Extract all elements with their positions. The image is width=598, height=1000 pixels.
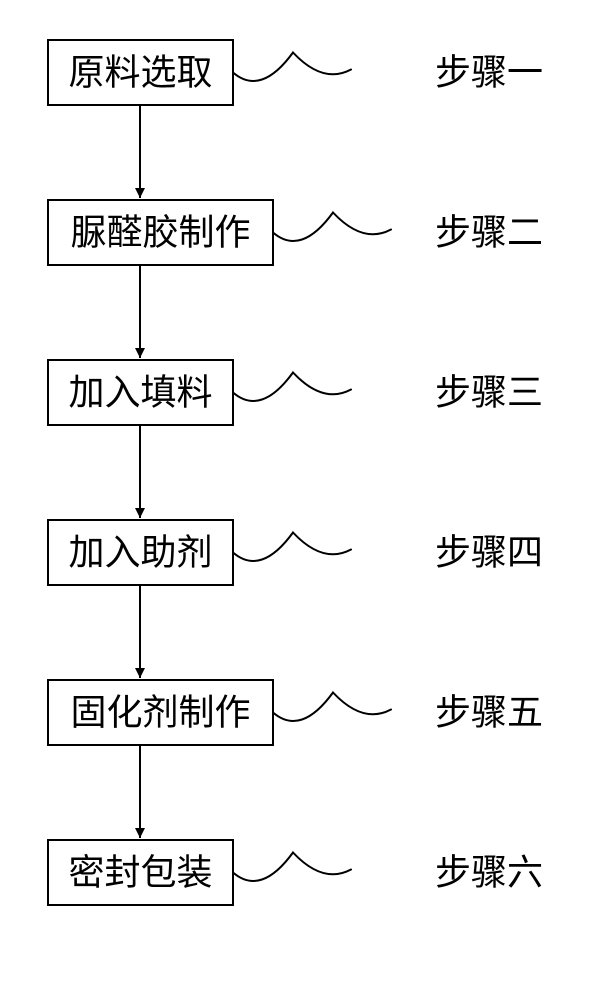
step-label: 步骤六 bbox=[435, 853, 543, 893]
flowchart-canvas: 原料选取 步骤一脲醛胶制作 步骤二加入填料 步骤三加入助剂 步骤四固化剂制作 步骤五密封包… bbox=[0, 0, 598, 1000]
connector-squiggle bbox=[273, 213, 391, 241]
connector-squiggle bbox=[273, 693, 391, 721]
step-label: 步骤五 bbox=[435, 693, 543, 733]
flow-step-text: 固化剂制作 bbox=[70, 693, 250, 733]
step-label: 步骤三 bbox=[435, 373, 543, 413]
connector-squiggle bbox=[233, 853, 351, 881]
connector-squiggle bbox=[233, 533, 351, 561]
flow-step-text: 脲醛胶制作 bbox=[70, 213, 250, 253]
flow-step-text: 原料选取 bbox=[68, 53, 212, 93]
connector-squiggle bbox=[233, 53, 351, 81]
connector-squiggle bbox=[233, 373, 351, 401]
flow-step-text: 密封包装 bbox=[68, 853, 212, 893]
step-label: 步骤二 bbox=[435, 213, 543, 253]
flow-step-text: 加入助剂 bbox=[68, 533, 212, 573]
flow-step-text: 加入填料 bbox=[68, 373, 212, 413]
step-label: 步骤一 bbox=[435, 53, 543, 93]
step-label: 步骤四 bbox=[435, 533, 543, 573]
